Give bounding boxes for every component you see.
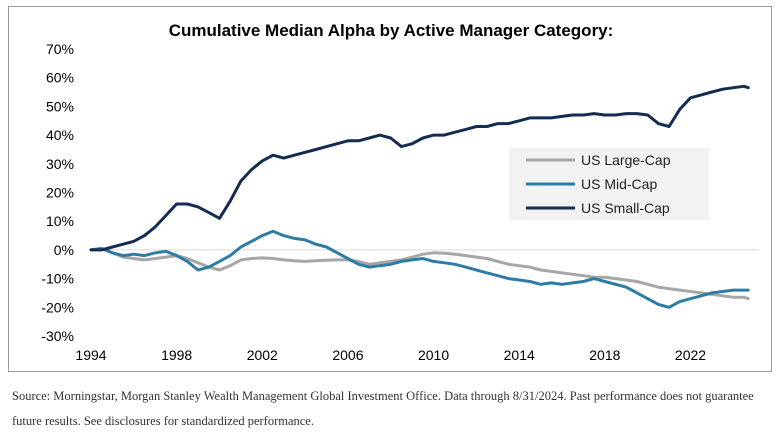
y-tick-label: 70% [46,41,74,57]
legend-label: US Mid-Cap [581,176,657,192]
x-tick-label: 2022 [675,347,706,363]
chart-title: Cumulative Median Alpha by Active Manage… [169,21,614,40]
y-tick-label: -30% [41,328,74,344]
y-tick-label: 0% [54,242,74,258]
y-tick-label: 20% [46,185,74,201]
y-tick-label: 40% [46,127,74,143]
y-tick-label: -20% [41,299,74,315]
series-line-us-small-cap [89,84,750,252]
x-tick-label: 1998 [161,347,192,363]
x-tick-label: 2006 [332,347,363,363]
y-tick-label: 30% [46,156,74,172]
legend-label: US Large-Cap [581,152,671,168]
legend-label: US Small-Cap [581,200,670,216]
series-line-us-mid-cap [89,229,750,309]
y-tick-label: 60% [46,70,74,86]
line-chart: Cumulative Median Alpha by Active Manage… [41,21,759,363]
chart-frame: Cumulative Median Alpha by Active Manage… [8,6,772,372]
x-tick-label: 1994 [75,347,106,363]
series-line-us-large-cap [89,247,750,301]
x-tick-label: 2014 [504,347,535,363]
x-tick-label: 2010 [418,347,449,363]
x-tick-label: 2018 [589,347,620,363]
x-tick-label: 2002 [247,347,278,363]
y-tick-label: 50% [46,98,74,114]
y-tick-label: 10% [46,213,74,229]
y-tick-label: -10% [41,271,74,287]
source-note: Source: Morningstar, Morgan Stanley Weal… [12,389,754,428]
